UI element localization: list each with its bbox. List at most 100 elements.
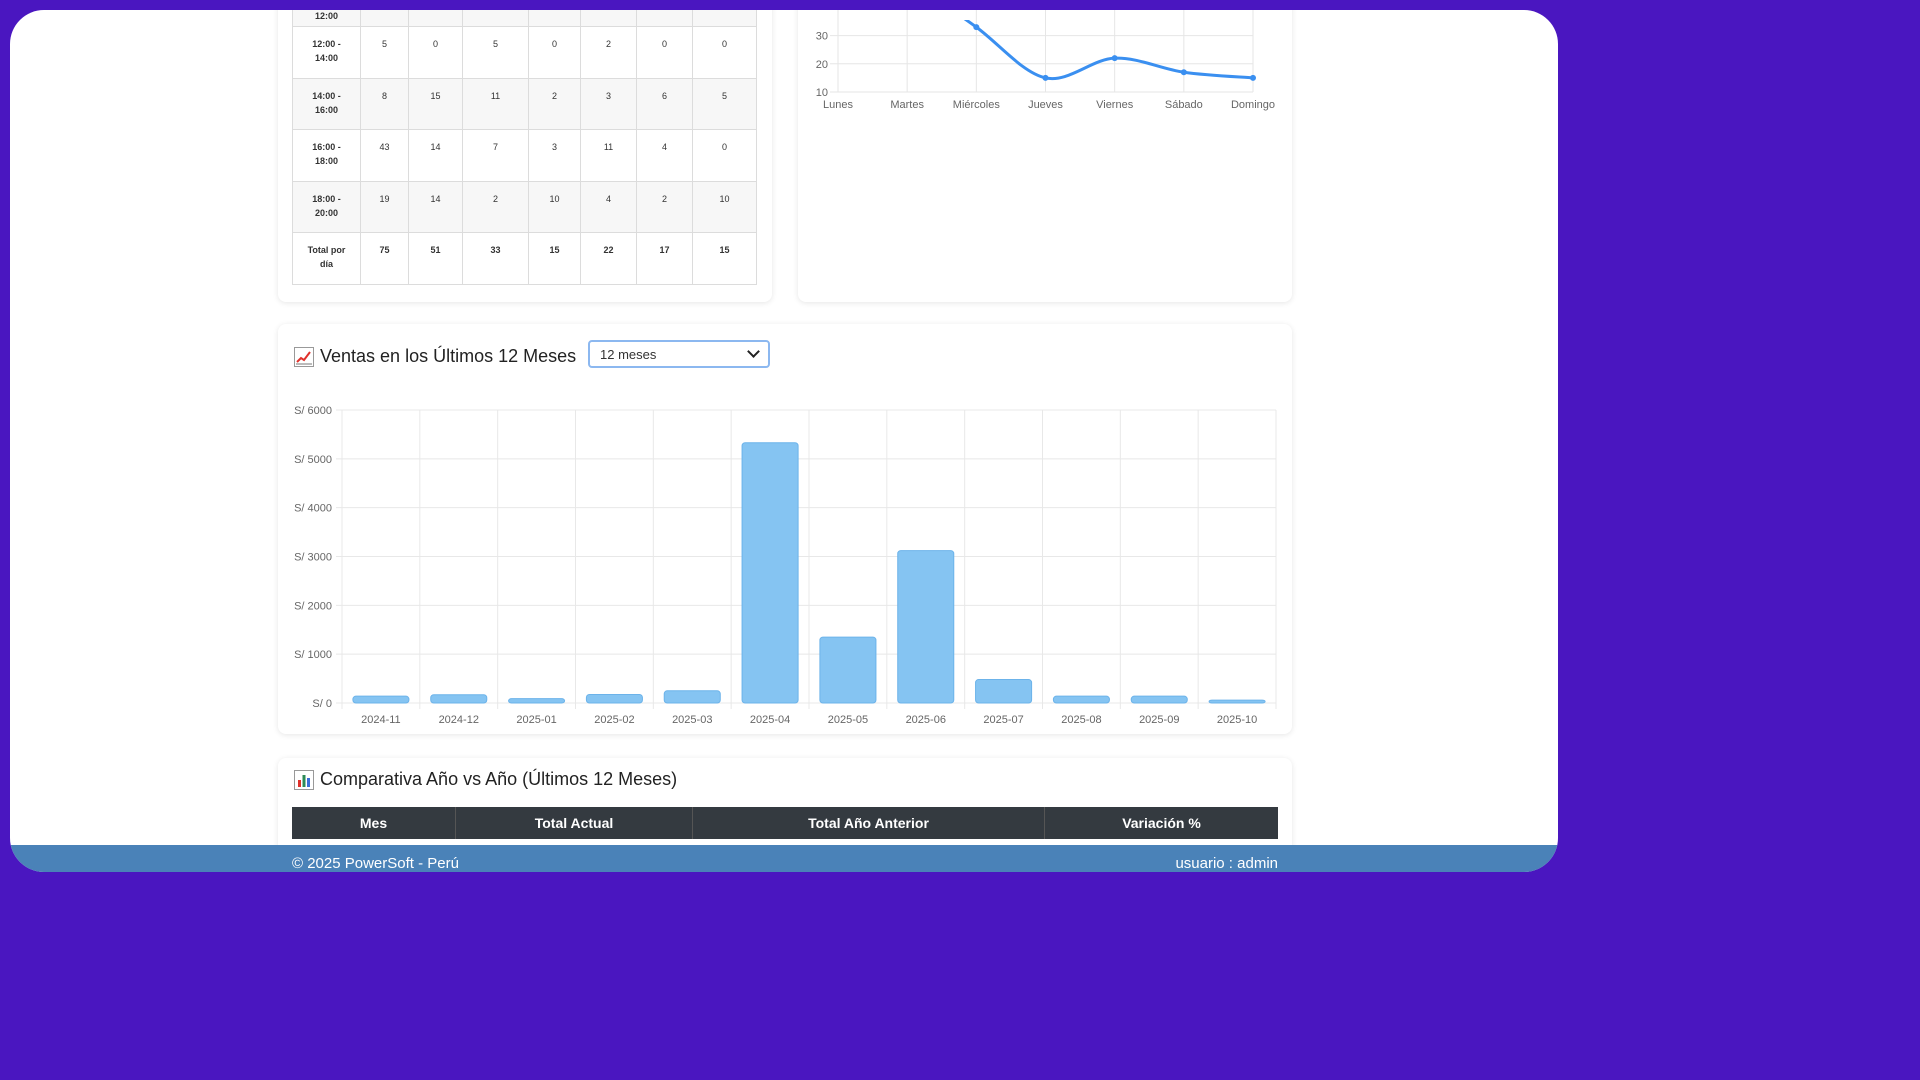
table-cell (692, 10, 757, 27)
data-point (973, 24, 980, 31)
bar (1130, 695, 1188, 704)
x-tick-label: 2024-11 (361, 714, 401, 726)
table-cell: 5 (360, 26, 409, 79)
table-cell: 0 (528, 26, 581, 79)
chart-increasing-icon (294, 346, 314, 367)
row-label: 12:00 (292, 10, 361, 27)
y-tick-label: S/ 6000 (294, 405, 332, 417)
table-cell: 75 (360, 232, 409, 285)
y-tick-label: S/ 0 (312, 698, 332, 710)
monthly-sales-card: Ventas en los Últimos 12 Meses 12 meses … (278, 324, 1292, 734)
year-comparison-title-text: Comparativa Año vs Año (Últimos 12 Meses… (320, 769, 678, 789)
table-cell (636, 10, 693, 27)
period-select[interactable]: 12 meses (588, 340, 770, 368)
table-cell: 0 (692, 129, 757, 182)
x-tick-label: 2025-04 (750, 714, 790, 726)
y-tick-label: S/ 1000 (294, 649, 332, 661)
bar (819, 636, 877, 704)
table-cell: 10 (528, 180, 581, 233)
table-row: 16:00 - 18:00 43 14 7 3 11 4 0 (292, 129, 757, 182)
monthly-sales-title: Ventas en los Últimos 12 Meses (294, 346, 576, 367)
x-tick-label: 2025-07 (983, 714, 1023, 726)
period-select-value: 12 meses (600, 346, 657, 362)
x-tick-label: Jueves (1028, 99, 1063, 111)
footer-user: usuario : admin (1175, 855, 1278, 872)
table-cell: 3 (580, 77, 637, 130)
x-tick-label: Domingo (1231, 99, 1275, 111)
data-point (1111, 55, 1118, 62)
monthly-sales-bar-chart: S/ 0 S/ 1000 S/ 2000 S/ 3000 S/ 4000 S/ 5000 S… (294, 405, 1277, 726)
table-cell (462, 10, 529, 27)
bar-chart-icon (294, 769, 314, 790)
bar (897, 550, 955, 704)
bar (741, 442, 799, 704)
table-cell: 15 (408, 77, 463, 130)
bar (585, 693, 643, 704)
table-row: 14:00 - 16:00 8 15 11 2 3 6 5 (292, 77, 757, 130)
table-cell: 0 (408, 26, 463, 79)
comparison-table-header: Mes Total Actual Total Año Anterior Vari… (292, 807, 1278, 839)
y-tick-label: 20 (816, 59, 828, 71)
y-tick-label: 30 (816, 31, 828, 43)
footer-copyright: © 2025 PowerSoft - Perú (292, 855, 459, 872)
table-cell: 43 (360, 129, 409, 182)
table-cell: 4 (636, 129, 693, 182)
table-cell: 3 (528, 129, 581, 182)
table-cell: 51 (408, 232, 463, 285)
table-cell: 5 (692, 77, 757, 130)
col-header-mes[interactable]: Mes (292, 807, 456, 839)
x-tick-label: 2025-01 (516, 714, 556, 726)
bar (1052, 695, 1110, 704)
table-cell: 7 (462, 129, 529, 182)
table-cell: 14 (408, 180, 463, 233)
bar (1208, 699, 1266, 704)
table-cell: 2 (462, 180, 529, 233)
footer: © 2025 PowerSoft - Perú usuario : admin (10, 845, 1558, 872)
year-comparison-title: Comparativa Año vs Año (Últimos 12 Meses… (294, 769, 677, 790)
table-cell: 14 (408, 129, 463, 182)
x-tick-label: 2025-03 (672, 714, 712, 726)
table-cell: 17 (636, 232, 693, 285)
app-window: 12:00 12:00 - 14:00 5 0 5 0 2 0 0 14:00 - 16:00 8 1… (10, 10, 1558, 872)
col-header-variacion[interactable]: Variación % (1122, 815, 1201, 831)
table-cell: 22 (580, 232, 637, 285)
table-cell: 10 (692, 180, 757, 233)
bar (430, 694, 488, 704)
table-cell (408, 10, 463, 27)
x-tick-label: 2025-08 (1061, 714, 1101, 726)
table-cell: 2 (528, 77, 581, 130)
x-tick-label: Lunes (823, 99, 853, 111)
y-tick-label: S/ 5000 (294, 454, 332, 466)
data-point (1250, 74, 1256, 81)
table-total-row: Total por día 75 51 33 15 22 17 15 (292, 232, 757, 285)
row-label: 18:00 - 20:00 (292, 180, 361, 233)
sales-by-day-card: Lunes Martes Miércoles Jueves Viernes Sábado D… (798, 10, 1292, 302)
table-cell: 5 (462, 26, 529, 79)
table-cell: 11 (580, 129, 637, 182)
x-tick-label: 2025-09 (1139, 714, 1179, 726)
x-tick-label: 2025-02 (594, 714, 634, 726)
data-point (1180, 69, 1187, 76)
y-tick-label: S/ 3000 (294, 552, 332, 564)
table-cell: 0 (692, 26, 757, 79)
row-label: 16:00 - 18:00 (292, 129, 361, 182)
table-cell (580, 10, 637, 27)
row-label: 12:00 - 14:00 (292, 26, 361, 79)
table-cell: 15 (692, 232, 757, 285)
table-cell: 33 (462, 232, 529, 285)
table-cell (360, 10, 409, 27)
bar (663, 690, 721, 704)
x-tick-label: 2025-05 (828, 714, 868, 726)
table-cell: 8 (360, 77, 409, 130)
bar (975, 679, 1033, 704)
sales-by-hour-table: 12:00 12:00 - 14:00 5 0 5 0 2 0 0 14:00 - 16:00 8 1… (292, 10, 757, 285)
x-tick-label: 2025-10 (1217, 714, 1257, 726)
table-cell: 2 (636, 180, 693, 233)
x-tick-label: 2025-06 (906, 714, 946, 726)
col-header-total-anterior[interactable]: Total Año Anterior (693, 807, 1045, 839)
col-header-total-actual[interactable]: Total Actual (456, 807, 693, 839)
table-cell: 2 (580, 26, 637, 79)
row-label: Total por día (292, 232, 361, 285)
y-tick-label: 10 (816, 87, 828, 99)
table-cell: 19 (360, 180, 409, 233)
